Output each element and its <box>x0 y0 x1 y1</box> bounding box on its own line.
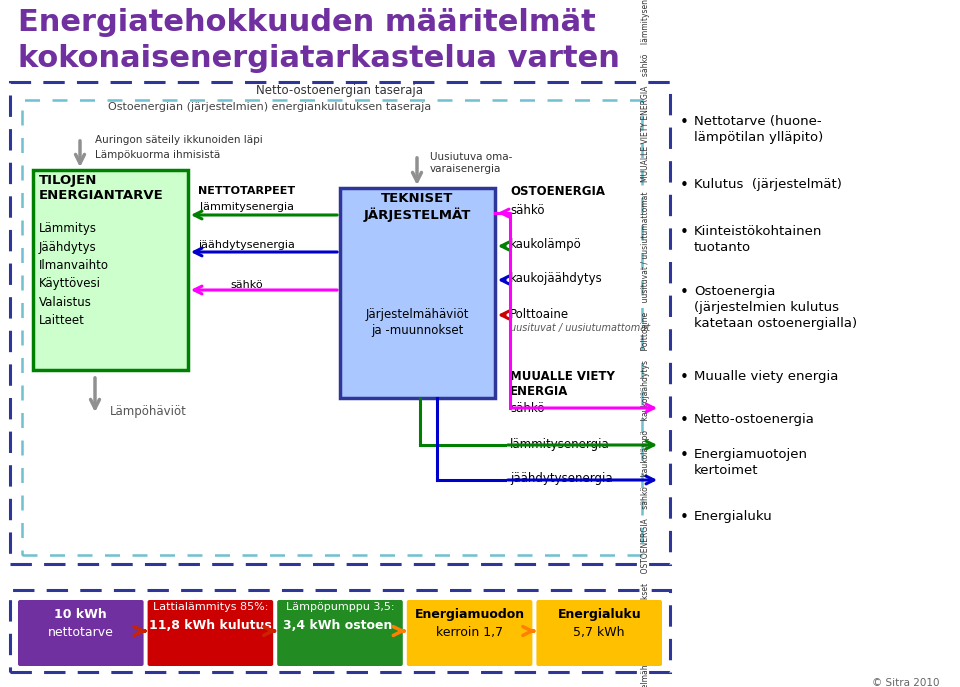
Text: 10 kWh: 10 kWh <box>55 608 108 621</box>
Text: Uusiutuva oma-
varaisenergia: Uusiutuva oma- varaisenergia <box>430 152 513 174</box>
Text: sähkö: sähkö <box>230 280 263 290</box>
Text: Lämmitys
Jäähdytys
Ilmanvaihto
Käyttövesi
Valaistus
Laitteet: Lämmitys Jäähdytys Ilmanvaihto Käyttöves… <box>39 222 109 328</box>
Text: •: • <box>680 178 689 193</box>
Text: •: • <box>680 225 689 240</box>
Text: OSTOENERGIA: OSTOENERGIA <box>510 185 605 198</box>
FancyBboxPatch shape <box>18 600 144 666</box>
Text: kaukolämpö: kaukolämpö <box>510 238 582 251</box>
Text: Energialuku: Energialuku <box>694 510 773 523</box>
Text: 3,4 kWh ostoen.: 3,4 kWh ostoen. <box>283 619 397 632</box>
Text: jäähdytysenergia: jäähdytysenergia <box>510 472 612 485</box>
FancyBboxPatch shape <box>33 170 188 370</box>
Text: sähkö: sähkö <box>510 402 544 415</box>
Text: kokonaisenergiatarkastelua varten: kokonaisenergiatarkastelua varten <box>18 44 620 73</box>
Text: •: • <box>680 448 689 463</box>
Text: kaukojäähdytys: kaukojäähdytys <box>510 272 603 285</box>
Text: Auringon säteily ikkunoiden läpi: Auringon säteily ikkunoiden läpi <box>95 135 263 145</box>
Text: 5,7 kWh: 5,7 kWh <box>573 626 625 639</box>
Text: Muualle viety energia: Muualle viety energia <box>694 370 838 383</box>
Text: Energiamuotojen
kertoimet: Energiamuotojen kertoimet <box>694 448 808 477</box>
Text: Lämpöpumppu 3,5:: Lämpöpumppu 3,5: <box>286 602 395 612</box>
Text: Lattialämmitys 85%:: Lattialämmitys 85%: <box>153 602 268 612</box>
Bar <box>10 590 670 672</box>
Text: lämmitysenergia: lämmitysenergia <box>200 202 294 212</box>
Text: Lämpöhäviöt: Lämpöhäviöt <box>110 405 187 418</box>
Text: Kulutus  (järjestelmät): Kulutus (järjestelmät) <box>694 178 842 191</box>
Bar <box>22 100 642 555</box>
Text: Kiinteistökohtainen
tuotanto: Kiinteistökohtainen tuotanto <box>694 225 823 254</box>
FancyBboxPatch shape <box>537 600 662 666</box>
Text: •: • <box>680 115 689 130</box>
Text: Ostoenergian (järjestelmien) energiankulutuksen taseraja: Ostoenergian (järjestelmien) energiankul… <box>108 102 432 112</box>
Text: Lämpökuorma ihmisistä: Lämpökuorma ihmisistä <box>95 150 220 160</box>
Bar <box>10 82 670 564</box>
Text: Netto-ostoenergian taseraja: Netto-ostoenergian taseraja <box>256 84 423 97</box>
Text: •: • <box>680 370 689 385</box>
Text: •: • <box>680 413 689 428</box>
Text: •: • <box>680 510 689 525</box>
Text: Polttoaine: Polttoaine <box>510 308 569 321</box>
Text: •: • <box>680 285 689 300</box>
Text: kerroin 1,7: kerroin 1,7 <box>436 626 503 639</box>
Text: NETTOTARPEET: NETTOTARPEET <box>199 186 296 196</box>
Text: Energiatehokkuuden määritelmät: Energiatehokkuuden määritelmät <box>18 8 596 37</box>
Text: © Sitra 2010: © Sitra 2010 <box>873 678 940 687</box>
Text: Energialuku: Energialuku <box>558 608 641 621</box>
Text: JÄRJESTELMÄT    Järjestelmähäviöt ja -muunnokset    OSTOENERGIA    sähkö    kauk: JÄRJESTELMÄT Järjestelmähäviöt ja -muunn… <box>640 0 650 687</box>
Text: nettotarve: nettotarve <box>48 626 113 639</box>
Text: TEKNISET
JÄRJESTELMÄT: TEKNISET JÄRJESTELMÄT <box>364 192 471 222</box>
Text: jäähdytysenergia: jäähdytysenergia <box>199 240 296 250</box>
Text: 11,8 kWh kulutus: 11,8 kWh kulutus <box>149 619 272 632</box>
Text: Ostoenergia
(järjestelmien kulutus
katetaan ostoenergialla): Ostoenergia (järjestelmien kulutus katet… <box>694 285 857 330</box>
Text: Netto-ostoenergia: Netto-ostoenergia <box>694 413 815 426</box>
Text: lämmitysenergia: lämmitysenergia <box>510 438 610 451</box>
Text: Energiamuodon: Energiamuodon <box>415 608 525 621</box>
Text: Nettotarve (huone-
lämpötilan ylläpito): Nettotarve (huone- lämpötilan ylläpito) <box>694 115 824 144</box>
FancyBboxPatch shape <box>148 600 274 666</box>
FancyBboxPatch shape <box>407 600 533 666</box>
FancyBboxPatch shape <box>277 600 403 666</box>
FancyBboxPatch shape <box>340 188 495 398</box>
Text: Järjestelmähäviöt
ja -muunnokset: Järjestelmähäviöt ja -muunnokset <box>366 308 469 337</box>
Text: TILOJEN
ENERGIANTARVE: TILOJEN ENERGIANTARVE <box>39 174 164 202</box>
Text: MUUALLE VIETY
ENERGIA: MUUALLE VIETY ENERGIA <box>510 370 614 398</box>
Text: sähkö: sähkö <box>510 204 544 217</box>
Text: uusituvat / uusiutumattomat: uusituvat / uusiutumattomat <box>510 323 650 333</box>
